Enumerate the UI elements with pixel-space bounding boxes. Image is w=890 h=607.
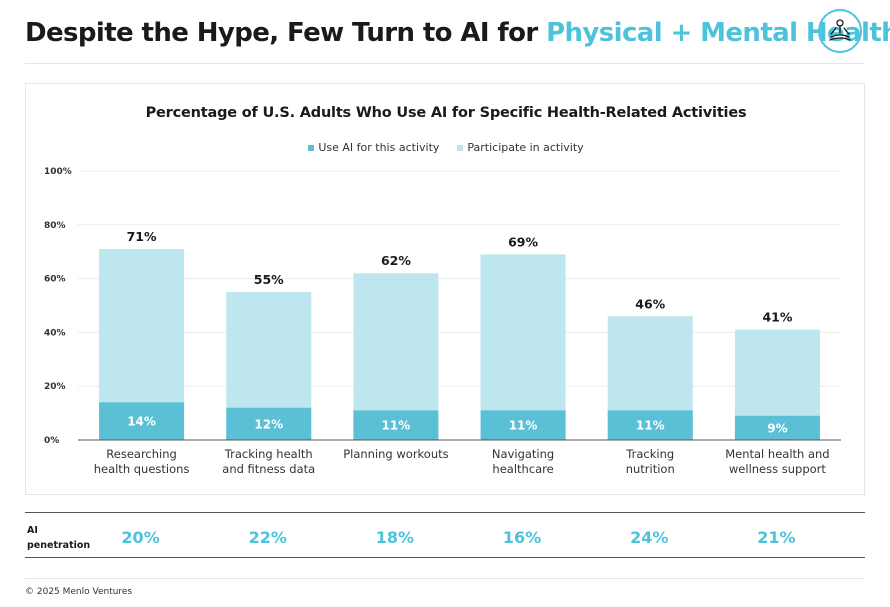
data-label-use-ai: 11% bbox=[382, 419, 411, 433]
ai-penetration-label: AI penetration bbox=[27, 525, 91, 551]
x-category-label: Navigating bbox=[492, 447, 554, 461]
bar-participate bbox=[480, 254, 566, 440]
x-category-label: wellness support bbox=[729, 462, 827, 476]
y-tick-label: 40% bbox=[44, 328, 66, 338]
chart-legend: Use AI for this activity Participate in … bbox=[26, 141, 866, 154]
ai-penetration-value: 20% bbox=[121, 528, 160, 547]
bar-use-ai bbox=[99, 402, 185, 440]
legend-label-participate: Participate in activity bbox=[467, 141, 584, 154]
y-tick-label: 60% bbox=[44, 275, 66, 285]
bar-use-ai bbox=[353, 410, 439, 440]
meditation-figure-icon bbox=[818, 9, 862, 53]
x-category-label: Mental health and bbox=[725, 447, 829, 461]
bar-use-ai bbox=[226, 407, 312, 440]
data-label-participate: 71% bbox=[127, 229, 157, 244]
ai-penetration-value: 22% bbox=[248, 528, 287, 547]
data-label-participate: 62% bbox=[381, 253, 411, 268]
data-label-participate: 46% bbox=[635, 296, 665, 311]
x-category-label: Planning workouts bbox=[343, 447, 448, 461]
legend-swatch-use-ai bbox=[308, 144, 315, 151]
data-label-use-ai: 12% bbox=[254, 417, 283, 431]
ai-penetration-top-rule bbox=[25, 512, 865, 513]
data-label-use-ai: 11% bbox=[636, 419, 665, 433]
legend-item-participate: Participate in activity bbox=[457, 141, 584, 154]
bar-use-ai bbox=[607, 410, 693, 440]
y-tick-label: 20% bbox=[44, 382, 66, 392]
data-label-participate: 41% bbox=[762, 310, 792, 325]
ai-penetration-value: 21% bbox=[757, 528, 796, 547]
legend-item-use-ai: Use AI for this activity bbox=[308, 141, 439, 154]
data-label-participate: 55% bbox=[254, 272, 284, 287]
ai-penetration-value: 16% bbox=[502, 528, 542, 547]
x-category-label: health questions bbox=[94, 462, 190, 476]
x-category-label: healthcare bbox=[492, 462, 553, 476]
bar-chart-plot: 0%20%40%60%80%100%71%14%Researchinghealt… bbox=[44, 167, 841, 476]
chart-card: Percentage of U.S. Adults Who Use AI for… bbox=[25, 83, 865, 495]
title-plain: Despite the Hype, Few Turn to AI for bbox=[25, 18, 547, 48]
page-title: Despite the Hype, Few Turn to AI for Phy… bbox=[25, 18, 890, 48]
legend-swatch-participate bbox=[457, 144, 464, 151]
data-label-use-ai: 11% bbox=[509, 419, 538, 433]
bar-use-ai bbox=[734, 415, 820, 440]
bar-use-ai bbox=[480, 410, 566, 440]
data-label-use-ai: 9% bbox=[767, 421, 787, 435]
footer-divider bbox=[25, 578, 865, 579]
data-label-participate: 69% bbox=[508, 234, 538, 249]
x-category-label: and fitness data bbox=[222, 462, 315, 476]
x-category-label: Researching bbox=[106, 447, 177, 461]
y-tick-label: 0% bbox=[44, 436, 59, 446]
y-tick-label: 80% bbox=[44, 221, 66, 231]
legend-label-use-ai: Use AI for this activity bbox=[318, 141, 440, 154]
ai-penetration-value: 18% bbox=[375, 528, 415, 547]
data-label-use-ai: 14% bbox=[127, 415, 156, 429]
x-category-label: Tracking health bbox=[224, 447, 313, 461]
copyright-text: © 2025 Menlo Ventures bbox=[25, 587, 133, 597]
x-category-label: nutrition bbox=[626, 462, 675, 476]
header-divider bbox=[25, 63, 865, 64]
ai-penetration-bottom-rule bbox=[25, 557, 865, 558]
x-category-label: Tracking bbox=[625, 447, 674, 461]
ai-penetration-value: 24% bbox=[630, 528, 669, 547]
chart-title: Percentage of U.S. Adults Who Use AI for… bbox=[145, 105, 747, 121]
y-tick-label: 100% bbox=[44, 167, 72, 177]
